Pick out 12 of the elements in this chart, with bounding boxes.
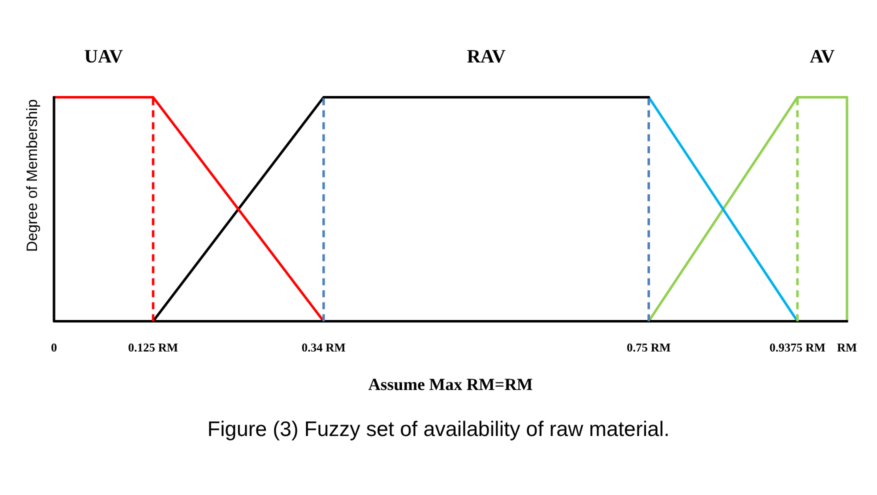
series-label: UAV [84,46,124,68]
series-label: RAV [466,46,506,68]
x-tick-label: 0.125 RM [128,340,178,354]
x-tick-label: 0.9375 RM [769,340,826,354]
x-tick-label: 0.75 RM [626,340,671,354]
x-tick-label: 0 [51,340,57,354]
text: Figure (3) Fuzzy set of availability of raw material. [206,418,671,442]
x-tick-label: 0.34 RM [302,340,346,354]
y-axis-title: Degree of Membership [24,99,42,252]
series-label: AV [810,46,835,68]
x-tick-label: RM [837,340,857,354]
x-axis-title: Assume Max RM=RM [368,375,533,394]
